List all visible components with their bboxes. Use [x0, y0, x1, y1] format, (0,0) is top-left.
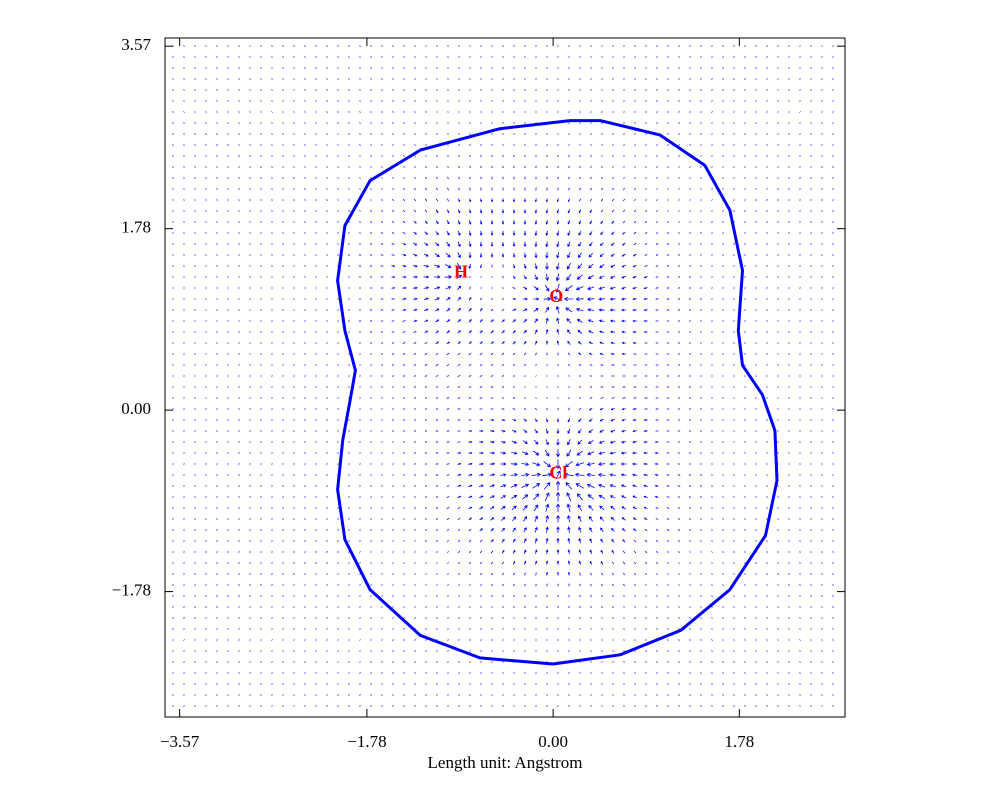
y-tick-label: −1.78: [112, 581, 151, 600]
y-tick-label: 3.57: [121, 35, 151, 54]
vector-field: [172, 45, 834, 707]
atom-label: Cl: [549, 462, 567, 482]
x-tick-label: 1.78: [724, 732, 754, 751]
contour-line: [336, 119, 779, 666]
y-tick-label: 1.78: [121, 218, 151, 237]
atom-label: O: [549, 286, 563, 306]
x-tick-label: 0.00: [538, 732, 568, 751]
field-arrows: [172, 45, 834, 707]
atom-label: H: [454, 262, 468, 282]
plot-frame: [164, 37, 846, 718]
x-axis-label: Length unit: Angstrom: [428, 753, 583, 772]
x-tick-label: −1.78: [347, 732, 386, 751]
x-tick-label: −3.57: [160, 732, 200, 751]
y-tick-label: 0.00: [121, 399, 151, 418]
